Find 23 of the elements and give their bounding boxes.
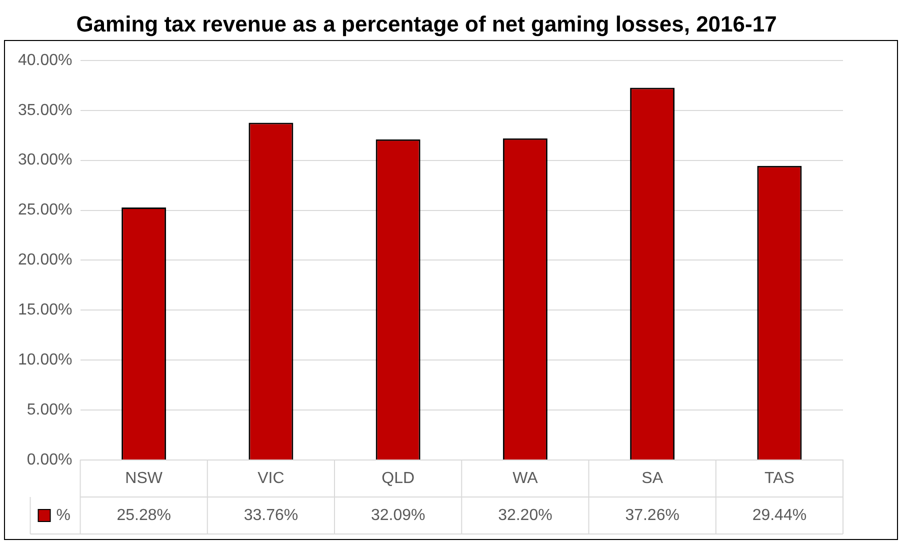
data-label: 37.26% bbox=[625, 506, 680, 524]
y-tick-label: 25.00% bbox=[18, 202, 72, 219]
data-label: 32.09% bbox=[370, 506, 426, 524]
y-tick-label: 35.00% bbox=[18, 102, 72, 119]
y-tick-label: 10.00% bbox=[18, 352, 72, 369]
data-label: 29.44% bbox=[752, 506, 807, 524]
x-tick-label: NSW bbox=[125, 470, 164, 487]
x-tick-label: VIC bbox=[258, 470, 284, 487]
x-tick-label: TAS bbox=[764, 470, 794, 487]
data-label: 32.20% bbox=[498, 506, 552, 524]
data-label: 33.76% bbox=[244, 506, 298, 524]
legend-label: % bbox=[56, 506, 70, 524]
y-tick-label: 0.00% bbox=[26, 451, 72, 468]
y-tick-label: 20.00% bbox=[18, 252, 72, 269]
x-tick-label: SA bbox=[642, 470, 664, 487]
y-tick-label: 30.00% bbox=[18, 152, 72, 169]
x-tick-label: QLD bbox=[382, 470, 415, 487]
y-tick-label: 5.00% bbox=[26, 401, 72, 418]
x-tick-label: WA bbox=[512, 470, 538, 487]
data-label: 25.28% bbox=[116, 506, 171, 524]
y-tick-label: 15.00% bbox=[18, 302, 72, 319]
y-tick-label: 40.00% bbox=[18, 52, 72, 69]
chart-title: Gaming tax revenue as a percentage of net gaming losses, 2016-17 bbox=[76, 11, 777, 36]
